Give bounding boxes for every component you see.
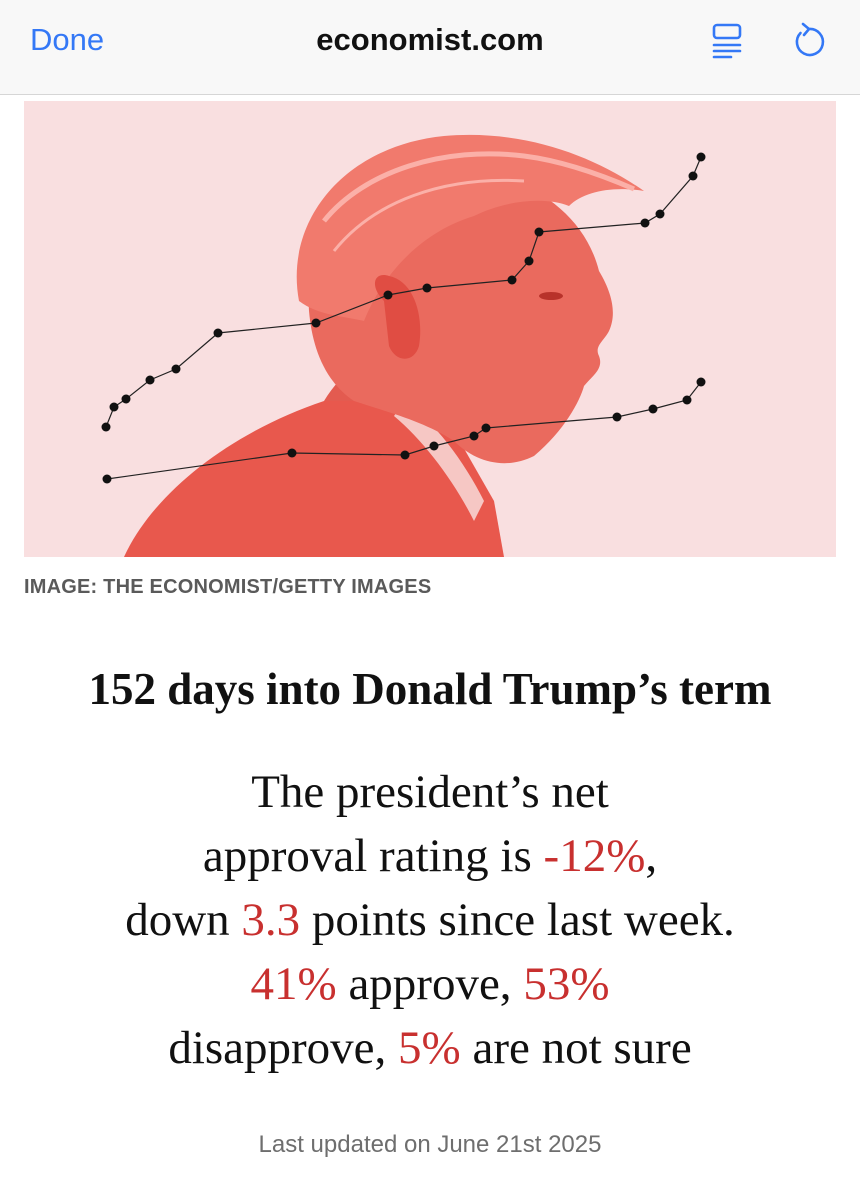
reader-view-icon — [712, 23, 742, 59]
approve-value: 41% — [250, 958, 337, 1010]
reload-button[interactable] — [786, 20, 830, 64]
summary-text: disapprove, — [168, 1022, 399, 1074]
browser-toolbar: Done economist.com — [0, 0, 860, 95]
hero-image — [24, 101, 836, 557]
summary-text: down — [125, 894, 242, 946]
approval-summary: The president’s net approval rating is -… — [40, 760, 820, 1080]
net-approval-value: -12% — [543, 830, 646, 882]
disapprove-value: 53% — [523, 958, 610, 1010]
summary-text: approval rating is — [202, 830, 544, 882]
summary-text: approve, — [336, 958, 524, 1010]
reader-view-button[interactable] — [709, 21, 749, 61]
approval-line-lower — [106, 381, 702, 480]
approval-dots-upper — [101, 152, 706, 432]
image-credit: IMAGE: THE ECONOMIST/GETTY IMAGES — [24, 576, 432, 598]
summary-line-5: disapprove, 5% are not sure — [40, 1016, 820, 1080]
summary-line-2: approval rating is -12%, — [40, 824, 820, 888]
page-domain: economist.com — [316, 22, 544, 57]
approval-line-upper — [105, 156, 702, 428]
summary-text: , — [645, 830, 658, 882]
done-button[interactable]: Done — [30, 22, 105, 57]
approval-dots-lower — [102, 377, 706, 484]
reload-icon — [795, 22, 825, 57]
weekly-change-value: 3.3 — [241, 894, 301, 946]
not-sure-value: 5% — [398, 1022, 461, 1074]
trump-profile-illustration — [101, 134, 706, 557]
summary-text: The president’s net — [251, 766, 609, 818]
summary-line-3: down 3.3 points since last week. — [40, 888, 820, 952]
summary-line-1: The president’s net — [40, 760, 820, 824]
article-headline: 152 days into Donald Trump’s term — [88, 664, 772, 714]
last-updated: Last updated on June 21st 2025 — [258, 1131, 602, 1158]
summary-line-4: 41% approve, 53% — [40, 952, 820, 1016]
summary-text: points since last week. — [300, 894, 735, 946]
summary-text: are not sure — [460, 1022, 692, 1074]
